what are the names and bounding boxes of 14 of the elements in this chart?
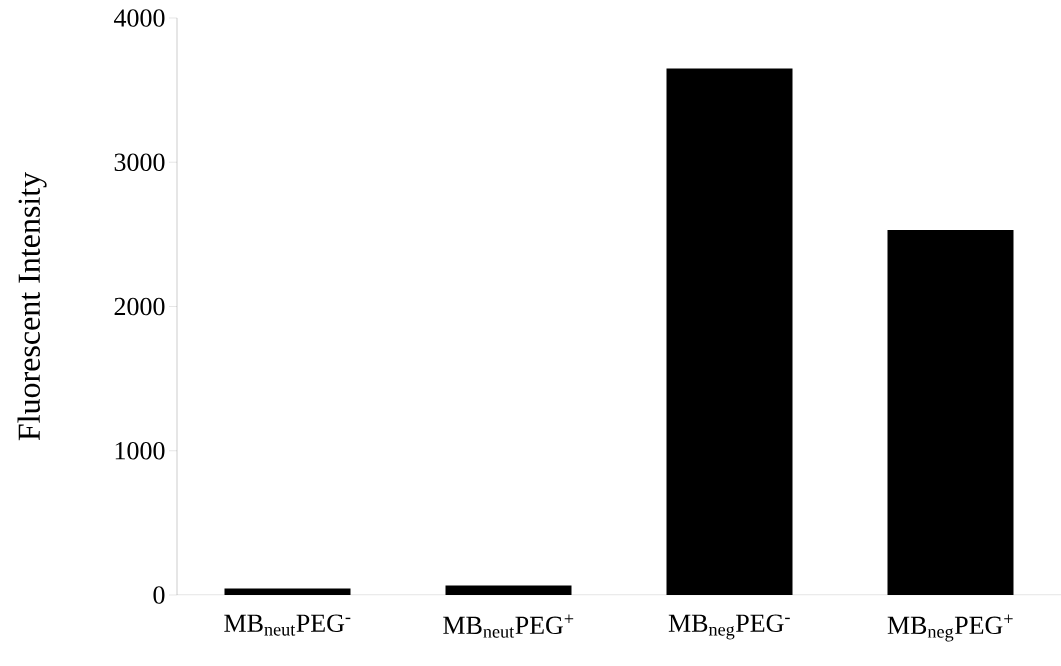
y-axis-title: Fluorescent Intensity <box>17 171 47 441</box>
y-tick-label: 1000 <box>115 441 165 460</box>
y-tick-label: 0 <box>153 586 165 604</box>
y-tick-label: 3000 <box>114 153 165 172</box>
bar <box>666 68 793 595</box>
bar <box>887 230 1014 595</box>
x-tick-label: MB$_{neg}$PEG$^{-}$ <box>668 614 790 640</box>
y-tick-label: 4000 <box>113 9 165 27</box>
x-tick-label: MB$_{neut}$PEG$^{+}$ <box>443 614 574 638</box>
x-tick-label: MB$_{neg}$PEG$^{+}$ <box>887 614 1013 642</box>
bar <box>224 588 351 595</box>
bar <box>445 585 572 595</box>
y-tick-label: 2000 <box>114 297 165 316</box>
x-tick-label: MB$_{neut}$PEG$^{-}$ <box>224 614 351 636</box>
